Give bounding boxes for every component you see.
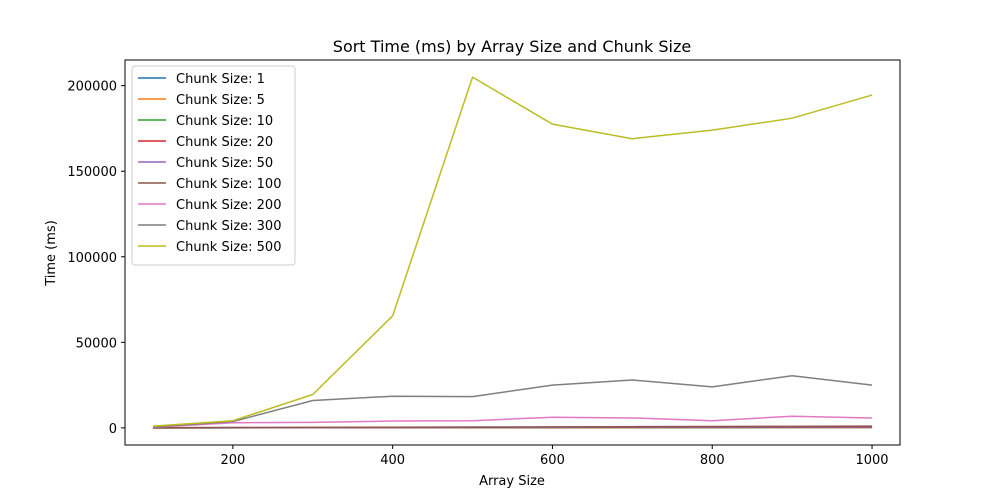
y-axis-label: Time (ms) — [44, 220, 59, 287]
legend-label: Chunk Size: 1 — [176, 72, 265, 87]
series-line-chunk-size-200 — [153, 416, 872, 427]
chart-title: Sort Time (ms) by Array Size and Chunk S… — [333, 37, 691, 56]
y-tick-label: 100000 — [67, 251, 117, 266]
legend-label: Chunk Size: 20 — [176, 135, 273, 150]
y-tick-label: 0 — [109, 422, 117, 437]
legend-label: Chunk Size: 100 — [176, 177, 281, 192]
x-tick-label: 200 — [220, 453, 245, 468]
legend-label: Chunk Size: 50 — [176, 156, 273, 171]
y-tick-label: 200000 — [67, 80, 117, 95]
y-tick-label: 50000 — [76, 336, 117, 351]
legend: Chunk Size: 1 Chunk Size: 5 Chunk Size: 10… — [132, 66, 295, 265]
y-tick-label: 150000 — [67, 165, 117, 180]
legend-label: Chunk Size: 500 — [176, 240, 281, 255]
x-tick-label: 800 — [700, 453, 725, 468]
y-axis-ticks: 0 50000 100000 150000 200000 — [67, 80, 125, 437]
legend-label: Chunk Size: 10 — [176, 114, 273, 129]
x-tick-label: 600 — [540, 453, 565, 468]
x-tick-label: 400 — [380, 453, 405, 468]
x-tick-label: 1000 — [855, 453, 888, 468]
x-axis-ticks: 200 400 600 800 1000 — [220, 445, 888, 468]
legend-label: Chunk Size: 300 — [176, 219, 281, 234]
x-axis-label: Array Size — [479, 474, 545, 489]
legend-label: Chunk Size: 5 — [176, 93, 265, 108]
legend-label: Chunk Size: 200 — [176, 198, 281, 213]
